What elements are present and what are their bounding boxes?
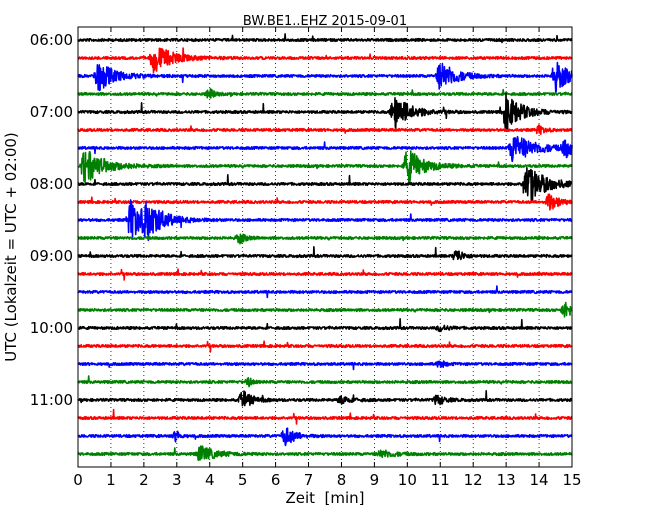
x-tick-label: 6 [271,471,281,489]
trace-0730 [77,135,573,163]
plot-frame [77,26,573,468]
y-tick-label: 06:00 [30,31,73,49]
x-tick-label: 7 [304,471,314,489]
trace-0715 [77,124,573,135]
trace-0915 [77,268,573,281]
x-tick-label: 3 [172,471,182,489]
x-tick-label: 10 [398,471,417,489]
y-tick-label: 09:00 [30,247,73,265]
trace-0645 [77,88,573,99]
chart-title: BW.BE1..EHZ 2015-09-01 [243,14,407,29]
trace-0845 [77,233,573,245]
trace-0930 [77,285,573,299]
x-tick-label: 1 [106,471,116,489]
trace-1115 [77,408,573,425]
trace-0800 [77,167,573,201]
trace-0615 [77,47,573,74]
grid-lines [110,27,540,467]
trace-1000 [77,317,573,333]
x-tick-label: 2 [139,471,149,489]
x-axis: 0 1 2 3 4 5 6 7 8 9 10 11 12 13 14 15 [73,27,582,489]
x-tick-label: 13 [497,471,516,489]
x-tick-label: 14 [530,471,549,489]
trace-0830 [77,199,573,242]
trace-1045 [77,375,573,388]
x-tick-label: 8 [337,471,347,489]
trace-0630 [77,61,573,94]
trace-1145 [77,445,573,462]
trace-layer [77,33,573,462]
x-tick-label: 11 [431,471,450,489]
y-tick-label: 10:00 [30,319,73,337]
trace-1100 [77,389,573,407]
x-tick-label: 15 [562,471,581,489]
x-tick-label: 5 [238,471,248,489]
trace-0745 [77,150,573,184]
trace-0700 [77,92,573,131]
trace-1015 [77,340,573,353]
y-tick-label: 08:00 [30,175,73,193]
x-tick-label: 0 [73,471,83,489]
x-tick-label: 4 [205,471,215,489]
trace-1030 [77,360,573,371]
y-tick-label: 07:00 [30,103,73,121]
y-axis-label: UTC (Lokalzeit = UTC + 02:00) [2,132,20,362]
trace-0945 [77,301,573,318]
x-axis-label: Zeit [min] [285,489,364,507]
y-tick-label: 11:00 [30,391,73,409]
trace-0900 [77,246,573,261]
trace-0600 [77,33,573,44]
trace-1130 [77,427,573,447]
y-axis: 06:00 07:00 08:00 09:00 10:00 11:00 [30,31,572,409]
x-tick-label: 9 [370,471,380,489]
trace-0815 [77,193,573,211]
x-tick-label: 12 [464,471,483,489]
